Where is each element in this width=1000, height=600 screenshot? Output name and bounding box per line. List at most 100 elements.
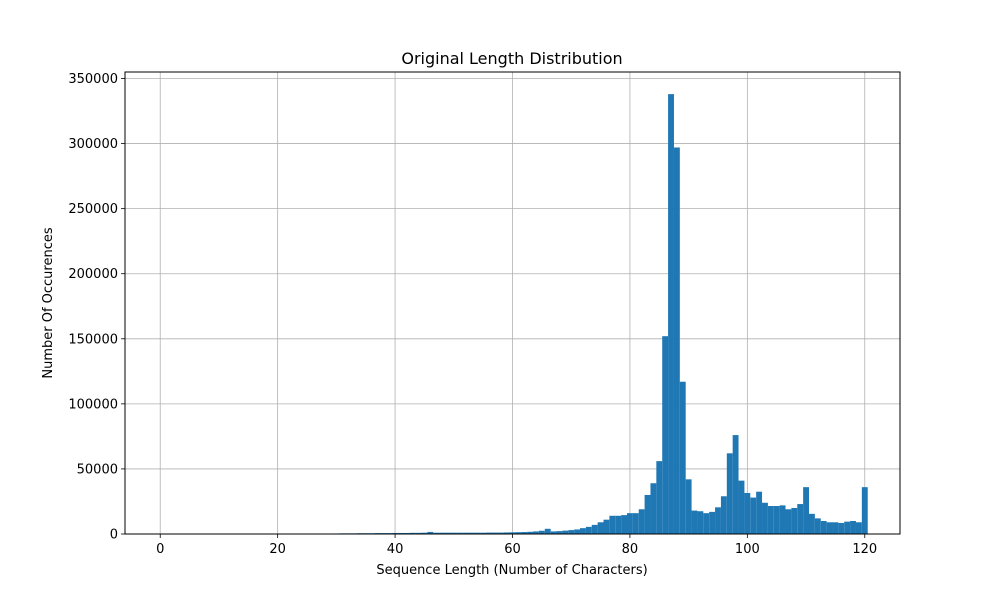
grid-lines xyxy=(125,72,900,535)
histogram-bar xyxy=(779,505,786,534)
histogram-bar xyxy=(750,497,757,534)
histogram-bar xyxy=(444,532,451,534)
histogram-bar xyxy=(715,507,721,534)
y-tick-label: 0 xyxy=(110,528,118,543)
y-tick-label: 200000 xyxy=(68,267,118,282)
histogram-bar xyxy=(662,336,669,534)
histogram-bar xyxy=(556,531,563,534)
y-axis-ticks: 0 50000 100000 150000 200000 250000 300000 3500… xyxy=(68,72,125,543)
histogram-bar xyxy=(550,531,557,534)
histogram-bar xyxy=(656,461,663,534)
histogram-bar xyxy=(521,532,528,534)
chart-title: Original Length Distribution xyxy=(401,49,622,68)
x-tick-label: 100 xyxy=(735,542,760,557)
y-tick-label: 100000 xyxy=(68,397,118,412)
histogram-bar xyxy=(480,532,487,534)
x-tick-label: 20 xyxy=(269,542,286,557)
histogram-bar xyxy=(820,520,827,534)
histogram-bar xyxy=(726,453,733,534)
histogram-bar xyxy=(403,532,410,534)
histogram-bar xyxy=(497,532,504,534)
histogram-bar xyxy=(538,530,545,534)
histogram-bar xyxy=(427,531,434,534)
y-tick-label: 300000 xyxy=(68,137,118,152)
histogram-bar xyxy=(808,513,815,534)
histogram-bar xyxy=(615,515,622,534)
histogram-bar xyxy=(703,513,710,534)
histogram-bar xyxy=(791,507,798,534)
histogram-bar xyxy=(421,532,428,534)
histogram-bar xyxy=(450,532,457,534)
histogram-bar xyxy=(433,532,440,534)
histogram-bar xyxy=(515,532,522,534)
histogram-bar xyxy=(720,496,727,534)
histogram-bar xyxy=(491,532,498,534)
histogram-bar xyxy=(632,513,639,534)
histogram-bar xyxy=(861,487,868,534)
y-tick-label: 150000 xyxy=(68,332,118,347)
histogram-bar xyxy=(603,519,610,534)
histogram-bar xyxy=(756,491,763,534)
y-tick-label: 250000 xyxy=(68,202,118,217)
x-tick-label: 40 xyxy=(387,542,404,557)
histogram-bar xyxy=(527,531,534,534)
histogram-bar xyxy=(398,532,404,534)
histogram-bar xyxy=(679,381,686,534)
histogram-bar xyxy=(838,522,845,534)
histogram-bar xyxy=(503,532,510,534)
histogram-bar xyxy=(855,522,862,534)
x-tick-label: 120 xyxy=(852,542,877,557)
histogram-bar xyxy=(767,506,774,534)
histogram-bar xyxy=(673,147,680,534)
histogram-bar xyxy=(562,530,569,534)
histogram-bar xyxy=(668,94,674,534)
histogram-bar xyxy=(638,509,645,534)
histogram-bar xyxy=(415,532,422,534)
histogram-bar xyxy=(533,531,539,534)
histogram-bar xyxy=(626,513,633,534)
histogram-bar xyxy=(509,532,516,534)
histogram-bar xyxy=(580,528,586,534)
histogram-bar xyxy=(814,518,821,534)
histogram-bar xyxy=(591,524,598,534)
histogram-bar xyxy=(691,510,698,534)
histogram-bar xyxy=(621,515,627,534)
histogram-bar xyxy=(392,532,399,534)
x-axis-ticks: 0 20 40 60 80 100 120 xyxy=(156,534,877,557)
histogram-bar xyxy=(468,532,475,534)
histogram-bar xyxy=(744,493,751,534)
histogram-bar xyxy=(597,522,604,534)
histogram-bars xyxy=(333,94,868,534)
x-tick-label: 0 xyxy=(156,542,164,557)
x-tick-label: 80 xyxy=(622,542,639,557)
histogram-bar xyxy=(826,522,833,534)
histogram-bar xyxy=(773,506,780,534)
histogram-bar xyxy=(486,532,492,534)
y-tick-label: 50000 xyxy=(77,462,118,477)
histogram-bar xyxy=(456,532,463,534)
y-tick-label: 350000 xyxy=(68,72,118,87)
x-axis-label: Sequence Length (Number of Characters) xyxy=(376,563,647,578)
histogram-bar xyxy=(585,526,592,534)
histogram-bar xyxy=(462,532,469,534)
histogram-bar xyxy=(738,480,745,534)
histogram-bar xyxy=(439,532,445,534)
histogram-bar xyxy=(697,511,704,534)
histogram-bar xyxy=(832,522,839,534)
histogram-bar xyxy=(568,530,575,534)
histogram-bar xyxy=(803,487,809,534)
histogram-bar xyxy=(850,520,856,534)
histogram-bar xyxy=(785,509,792,534)
histogram-bar xyxy=(474,532,481,534)
histogram-bar xyxy=(685,479,692,534)
histogram-bar xyxy=(762,502,768,534)
histogram-bar xyxy=(650,483,657,534)
histogram-bar xyxy=(409,532,416,534)
histogram-bar xyxy=(797,504,804,534)
histogram-bar xyxy=(644,494,651,534)
histogram-bar xyxy=(732,435,739,534)
histogram-bar xyxy=(544,528,551,534)
histogram-bar xyxy=(709,511,716,534)
